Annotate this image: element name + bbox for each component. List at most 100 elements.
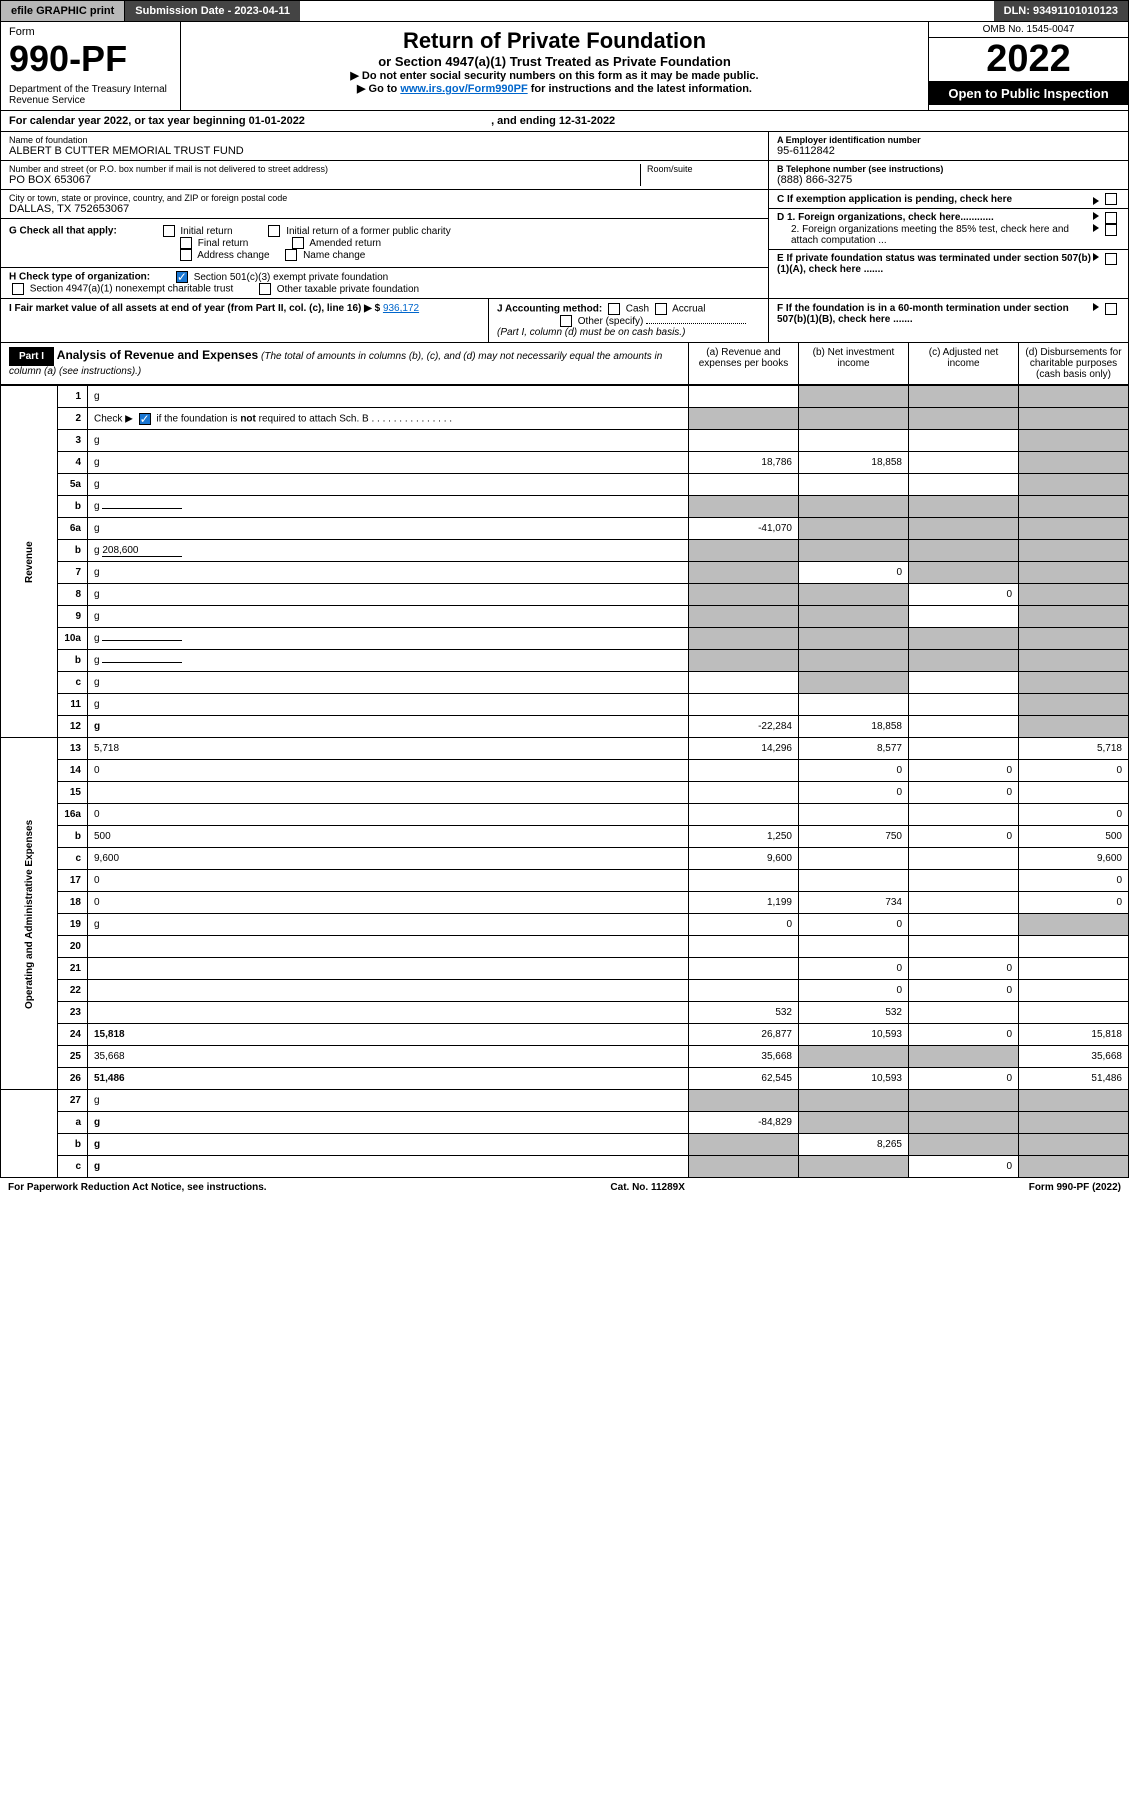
cell-d xyxy=(1019,694,1129,716)
part1-header-row: Part I Analysis of Revenue and Expenses … xyxy=(0,343,1129,385)
table-row: 2Check ▶ if the foundation is not requir… xyxy=(1,408,1129,430)
line-number: 20 xyxy=(58,936,88,958)
table-row: 5ag xyxy=(1,474,1129,496)
line-description: 500 xyxy=(88,826,689,848)
cell-c xyxy=(909,738,1019,760)
phone-label: B Telephone number (see instructions) xyxy=(777,164,943,174)
cell-d xyxy=(1019,672,1129,694)
cell-a xyxy=(689,672,799,694)
revenue-side-label: Revenue xyxy=(1,386,58,738)
j-note: (Part I, column (d) must be on cash basi… xyxy=(497,327,685,338)
cell-b: 0 xyxy=(799,958,909,980)
sch-b-checkbox[interactable] xyxy=(139,413,151,425)
cell-a xyxy=(689,650,799,672)
cash-checkbox[interactable] xyxy=(608,303,620,315)
line-number: 24 xyxy=(58,1024,88,1046)
cell-d xyxy=(1019,518,1129,540)
line-number: b xyxy=(58,540,88,562)
cell-b xyxy=(799,1156,909,1178)
e-checkbox[interactable] xyxy=(1105,253,1117,265)
cell-d: 0 xyxy=(1019,870,1129,892)
line-description: g xyxy=(88,452,689,474)
final-return-checkbox[interactable] xyxy=(180,237,192,249)
part1-table: Revenue1g2Check ▶ if the foundation is n… xyxy=(0,385,1129,1178)
table-row: 9g xyxy=(1,606,1129,628)
line-description: g xyxy=(88,716,689,738)
calendar-year-row: For calendar year 2022, or tax year begi… xyxy=(0,111,1129,132)
cell-c: 0 xyxy=(909,1024,1019,1046)
note-1: ▶ Do not enter social security numbers o… xyxy=(187,69,922,82)
cell-d xyxy=(1019,606,1129,628)
dept-label: Department of the Treasury Internal Reve… xyxy=(9,84,172,106)
initial-return-former-checkbox[interactable] xyxy=(268,225,280,237)
other-method-checkbox[interactable] xyxy=(560,315,572,327)
form990pf-link[interactable]: www.irs.gov/Form990PF xyxy=(400,83,527,95)
address-change-checkbox[interactable] xyxy=(180,249,192,261)
fmv-value[interactable]: 936,172 xyxy=(383,303,419,314)
foundation-name-label: Name of foundation xyxy=(9,135,760,145)
d2-checkbox[interactable] xyxy=(1105,224,1117,236)
table-row: 27g xyxy=(1,1090,1129,1112)
table-row: 11g xyxy=(1,694,1129,716)
other-taxable-checkbox[interactable] xyxy=(259,283,271,295)
cell-a xyxy=(689,496,799,518)
c-checkbox[interactable] xyxy=(1105,193,1117,205)
cell-a xyxy=(689,408,799,430)
part1-title: Analysis of Revenue and Expenses xyxy=(57,348,258,362)
cell-d xyxy=(1019,452,1129,474)
cell-a xyxy=(689,782,799,804)
dln-label: DLN: 93491101010123 xyxy=(994,1,1128,21)
cell-d xyxy=(1019,650,1129,672)
cell-a xyxy=(689,936,799,958)
section-501c3-checkbox[interactable] xyxy=(176,271,188,283)
form-label: Form xyxy=(9,26,172,38)
line-number: b xyxy=(58,496,88,518)
cell-c xyxy=(909,892,1019,914)
line-number: 2 xyxy=(58,408,88,430)
table-row: Revenue1g xyxy=(1,386,1129,408)
line-number: 3 xyxy=(58,430,88,452)
amended-return-checkbox[interactable] xyxy=(292,237,304,249)
table-row: 2535,66835,66835,668 xyxy=(1,1046,1129,1068)
line-number: 26 xyxy=(58,1068,88,1090)
cell-d: 9,600 xyxy=(1019,848,1129,870)
table-row: 4g18,78618,858 xyxy=(1,452,1129,474)
line-number: 15 xyxy=(58,782,88,804)
table-row: 3g xyxy=(1,430,1129,452)
cell-c xyxy=(909,914,1019,936)
cell-c xyxy=(909,804,1019,826)
city-value: DALLAS, TX 752653067 xyxy=(9,203,760,215)
line-description: g xyxy=(88,672,689,694)
line-description: g xyxy=(88,386,689,408)
cell-b: 0 xyxy=(799,914,909,936)
cell-d xyxy=(1019,1112,1129,1134)
h-label: H Check type of organization: xyxy=(9,272,150,283)
cell-b: 734 xyxy=(799,892,909,914)
line-description: g xyxy=(88,694,689,716)
cell-b: 532 xyxy=(799,1002,909,1024)
cell-b xyxy=(799,408,909,430)
cell-a: 62,545 xyxy=(689,1068,799,1090)
cell-a: 532 xyxy=(689,1002,799,1024)
section-4947-checkbox[interactable] xyxy=(12,283,24,295)
d1-checkbox[interactable] xyxy=(1105,212,1117,224)
footer-right: Form 990-PF (2022) xyxy=(1029,1182,1121,1193)
table-row: 7g0 xyxy=(1,562,1129,584)
form-number: 990-PF xyxy=(9,38,172,80)
d2-label: 2. Foreign organizations meeting the 85%… xyxy=(777,224,1093,246)
f-checkbox[interactable] xyxy=(1105,303,1117,315)
table-row: 2415,81826,87710,593015,818 xyxy=(1,1024,1129,1046)
line-number: 5a xyxy=(58,474,88,496)
accrual-checkbox[interactable] xyxy=(655,303,667,315)
cell-b xyxy=(799,672,909,694)
col-a-header: (a) Revenue and expenses per books xyxy=(688,343,798,384)
efile-button[interactable]: efile GRAPHIC print xyxy=(1,1,125,21)
cell-c: 0 xyxy=(909,782,1019,804)
cell-c: 0 xyxy=(909,826,1019,848)
top-bar: efile GRAPHIC print Submission Date - 20… xyxy=(0,0,1129,22)
initial-return-checkbox[interactable] xyxy=(163,225,175,237)
cell-b xyxy=(799,496,909,518)
cell-c xyxy=(909,1090,1019,1112)
name-change-checkbox[interactable] xyxy=(285,249,297,261)
cell-c xyxy=(909,452,1019,474)
